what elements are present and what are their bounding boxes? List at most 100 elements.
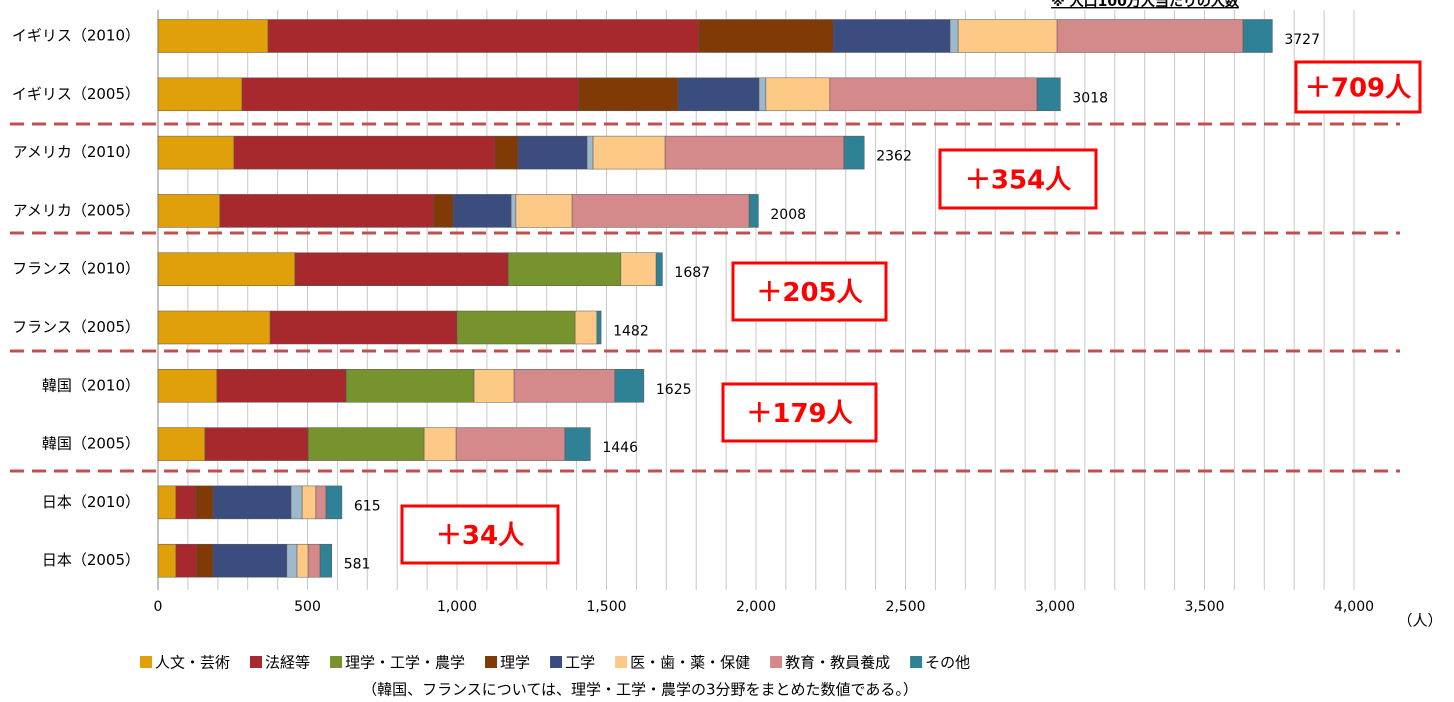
annotation: ＋354人 xyxy=(965,166,1071,196)
y-tick-label: イギリス（2005） xyxy=(12,85,140,103)
legend-label: 人文・芸術 xyxy=(155,654,230,672)
bar-segment xyxy=(433,194,454,228)
annotation: ＋34人 xyxy=(436,521,524,551)
bar-segment xyxy=(195,485,214,520)
bar-segment xyxy=(157,543,177,578)
bar-segment xyxy=(596,310,602,345)
annotation-box xyxy=(731,261,888,322)
note: （韓国、フランスについては、理学・工学・農学の3分野をまとめた数値である。） xyxy=(362,681,918,699)
bar-segment xyxy=(513,369,616,403)
bar-segment xyxy=(564,427,591,461)
bar-segment xyxy=(1056,19,1244,53)
bar-segment xyxy=(574,310,598,345)
legend-label: 理学・工学・農学 xyxy=(345,654,465,672)
bar-segment xyxy=(1242,19,1273,53)
legend-label: 工学 xyxy=(565,654,595,672)
bar-segment xyxy=(345,369,475,403)
bar-segment xyxy=(843,135,865,170)
bar-segment xyxy=(216,369,347,403)
legend-label: その他 xyxy=(925,654,970,672)
bar-segment xyxy=(157,19,269,53)
x-tick-label: 1,000 xyxy=(437,599,477,615)
total-label: 2362 xyxy=(876,149,912,165)
bar-segment xyxy=(592,135,666,170)
bar-segment xyxy=(1036,77,1061,112)
y-tick-label: 日本（2010） xyxy=(42,493,140,511)
bar-segment xyxy=(307,427,425,461)
legend-label: 医・歯・薬・保健 xyxy=(630,654,750,672)
bar-segment xyxy=(578,77,679,112)
bar-segment xyxy=(157,427,206,461)
bar-segment xyxy=(832,19,951,53)
bar-segment xyxy=(157,194,221,228)
legend-swatch xyxy=(550,656,563,668)
bar-segment xyxy=(290,485,303,520)
bar-segment xyxy=(301,485,317,520)
bar-segment xyxy=(677,77,760,112)
x-tick-label: 3,500 xyxy=(1184,599,1224,615)
bar-segment xyxy=(157,252,296,286)
bar-segment xyxy=(473,369,515,403)
bar-segment xyxy=(325,485,343,520)
legend-swatch xyxy=(330,656,343,668)
bar-segment xyxy=(286,543,298,578)
legend-label: 法経等 xyxy=(265,654,310,672)
bar-segment xyxy=(655,252,663,286)
total-label: 1687 xyxy=(674,265,710,281)
legend-swatch xyxy=(910,656,923,668)
bar-segment xyxy=(196,543,214,578)
bar-segment xyxy=(233,135,496,170)
y-tick-label: イギリス（2010） xyxy=(12,27,140,45)
bar-segment xyxy=(517,135,588,170)
legend-label: 教育・教員養成 xyxy=(785,654,890,672)
bar-segment xyxy=(949,19,959,53)
total-label: 581 xyxy=(344,557,371,573)
bar-segment xyxy=(315,485,327,520)
legend-label: 理学 xyxy=(500,654,530,672)
bar-segment xyxy=(157,310,271,345)
bar-segment xyxy=(510,194,517,228)
annotation-box xyxy=(1294,60,1422,114)
bar-segment xyxy=(664,135,845,170)
legend-swatch xyxy=(485,656,498,668)
bar-segment xyxy=(204,427,309,461)
y-tick-label: アメリカ（2010） xyxy=(13,143,140,161)
x-tick-label: 1,500 xyxy=(586,599,626,615)
bar-segment xyxy=(957,19,1058,53)
x-tick-label: 2,500 xyxy=(885,599,925,615)
bar-segment xyxy=(269,310,458,345)
total-label: 1625 xyxy=(656,382,692,398)
y-tick-label: フランス（2010） xyxy=(12,260,140,278)
bar-segment xyxy=(175,485,197,520)
annotation: ＋179人 xyxy=(746,399,852,429)
bar-segment xyxy=(157,369,218,403)
bar-segment xyxy=(455,427,566,461)
x-tick-label: 4,000 xyxy=(1334,599,1374,615)
bar-segment xyxy=(157,135,235,170)
bar-segment xyxy=(241,77,580,112)
bar-segment xyxy=(571,194,750,228)
bar-segment xyxy=(452,194,512,228)
bar-segment xyxy=(212,485,292,520)
bar-segment xyxy=(620,252,657,286)
chart-title: ※ 人口100万人当たりの人数 xyxy=(1051,0,1240,10)
bar-segment xyxy=(515,194,573,228)
total-label: 615 xyxy=(354,498,381,514)
total-label: 2008 xyxy=(770,207,806,223)
x-tick-label: 2,000 xyxy=(736,599,776,615)
legend-swatch xyxy=(770,656,783,668)
bar-segment xyxy=(765,77,831,112)
y-tick-label: 韓国（2010） xyxy=(42,376,140,394)
bar-segment xyxy=(829,77,1038,112)
x-axis-label: （人） xyxy=(1397,612,1442,630)
total-label: 3727 xyxy=(1284,32,1320,48)
bar-segment xyxy=(157,485,177,520)
x-tick-label: 500 xyxy=(294,599,321,615)
bar-segment xyxy=(175,543,198,578)
bar-segment xyxy=(748,194,759,228)
legend-swatch xyxy=(250,656,263,668)
bar-segment xyxy=(319,543,332,578)
bar-segment xyxy=(294,252,509,286)
y-tick-label: アメリカ（2005） xyxy=(13,201,140,219)
